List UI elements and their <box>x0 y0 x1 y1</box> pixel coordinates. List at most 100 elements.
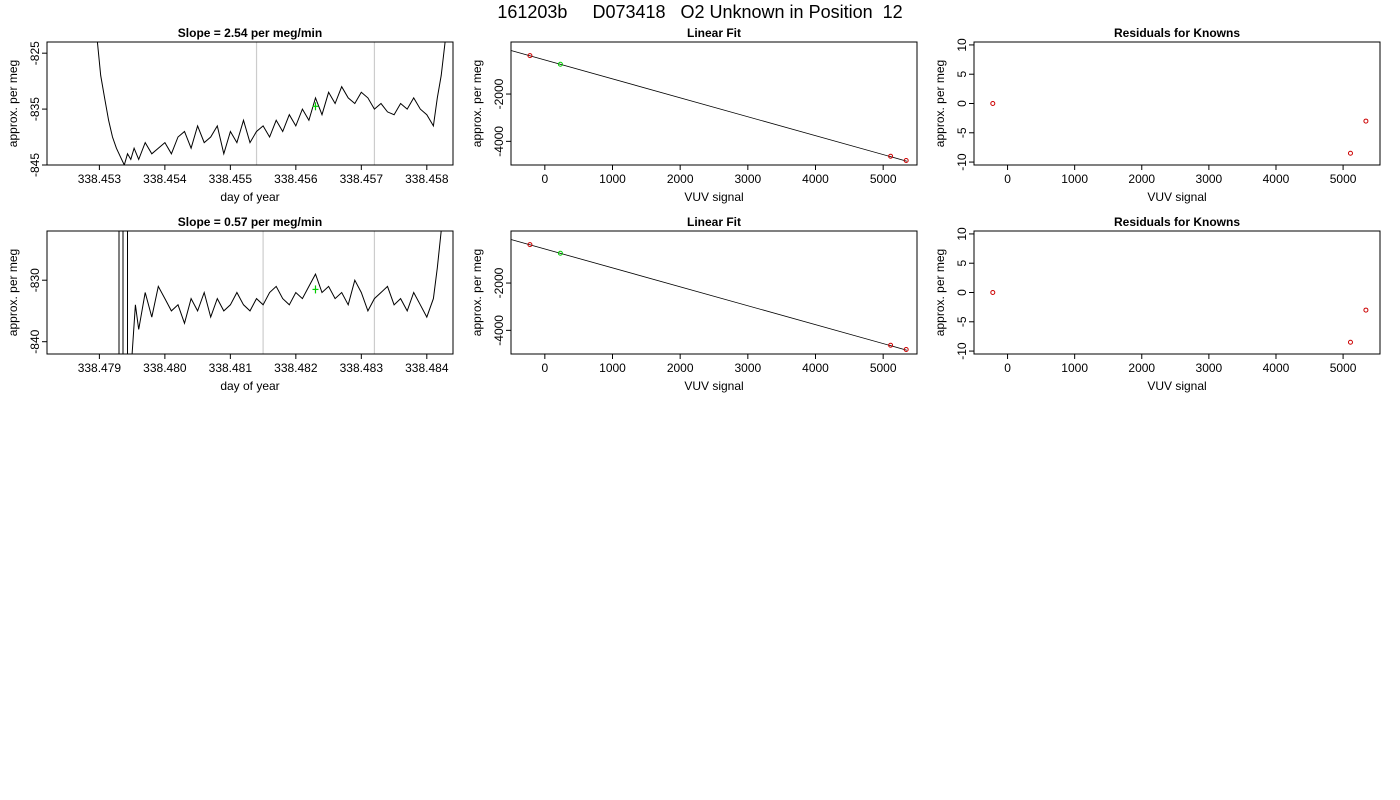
y-tick-label: -2000 <box>492 78 506 109</box>
known-point-4 <box>903 347 909 353</box>
residuals-panel-1: 0 1000 2000 3000 4000 5000 10 5 0 -5 -10 Residuals … <box>933 26 1381 204</box>
plot-frame <box>510 41 918 166</box>
panel-title: Slope = 0.57 per meg/min <box>178 215 322 229</box>
x-tick-label: 5000 <box>870 361 897 375</box>
x-axis-label: VUV signal <box>1147 190 1206 204</box>
x-tick-label: 2000 <box>667 361 694 375</box>
slope-panel-1: 338.453 338.454 338.455 338.456 338.457 338.4… <box>6 26 454 204</box>
x-tick-label: 338.481 <box>209 361 253 375</box>
x-tick-label: 338.457 <box>340 172 384 186</box>
y-axis-label: approx. per meg <box>470 249 484 336</box>
x-tick-label: 0 <box>541 361 548 375</box>
known-point-2 <box>1347 339 1353 345</box>
known-point-3 <box>888 342 894 348</box>
x-tick-label: 3000 <box>1196 172 1223 186</box>
x-tick-label: 0 <box>1004 172 1011 186</box>
known-point-2 <box>1347 150 1353 156</box>
x-tick-label: 1000 <box>599 172 626 186</box>
panel-title: Slope = 2.54 per meg/min <box>178 26 322 40</box>
x-tick-label: 338.479 <box>78 361 122 375</box>
panel-title: Linear Fit <box>687 215 741 229</box>
unknown-point-2 <box>557 250 563 256</box>
y-tick-label: -840 <box>28 329 42 353</box>
y-tick-label: 0 <box>955 100 969 107</box>
x-tick-label: 2000 <box>1128 172 1155 186</box>
y-axis-label: approx. per meg <box>6 249 20 336</box>
y-axis-label: approx. per meg <box>6 60 20 147</box>
fit-line <box>510 239 907 351</box>
unknown-marker <box>312 102 319 111</box>
y-tick-label: 5 <box>955 260 969 267</box>
x-axis-label: VUV signal <box>684 379 743 393</box>
y-tick-label: -10 <box>955 153 969 171</box>
x-tick-label: 5000 <box>870 172 897 186</box>
y-tick-label: -2000 <box>492 267 506 298</box>
known-point-4 <box>903 158 909 164</box>
known-point-1 <box>990 101 996 106</box>
x-tick-label: 1000 <box>1061 172 1088 186</box>
x-axis-label: VUV signal <box>1147 379 1206 393</box>
linear-fit-panel-1: 0 1000 2000 3000 4000 5000 -2000 -4000 Linear Fi… <box>470 26 918 204</box>
unknown-marker <box>312 285 319 294</box>
x-tick-label: 338.455 <box>209 172 253 186</box>
y-tick-label: -5 <box>955 127 969 138</box>
y-tick-label: -5 <box>955 316 969 327</box>
x-tick-label: 0 <box>541 172 548 186</box>
plot-frame <box>46 41 454 166</box>
fit-line <box>510 50 907 162</box>
page-title: 161203b D073418 O2 Unknown in Position 1… <box>497 2 903 22</box>
linear-fit-panel-2: 0 1000 2000 3000 4000 5000 -2000 -4000 Linear Fi… <box>470 215 918 393</box>
x-tick-label: 3000 <box>734 361 761 375</box>
x-tick-label: 4000 <box>802 361 829 375</box>
x-tick-label: 1000 <box>599 361 626 375</box>
x-tick-label: 2000 <box>1128 361 1155 375</box>
x-tick-label: 338.456 <box>274 172 318 186</box>
x-tick-label: 4000 <box>1263 172 1290 186</box>
y-tick-label: -830 <box>28 268 42 292</box>
y-tick-label: -845 <box>28 153 42 177</box>
x-axis-label: VUV signal <box>684 190 743 204</box>
x-tick-label: 3000 <box>734 172 761 186</box>
plot-frame <box>46 230 454 355</box>
x-tick-label: 338.458 <box>405 172 449 186</box>
y-tick-label: 5 <box>955 71 969 78</box>
y-tick-label: -825 <box>28 41 42 65</box>
x-tick-label: 4000 <box>802 172 829 186</box>
x-tick-label: 2000 <box>667 172 694 186</box>
y-axis-label: approx. per meg <box>933 60 947 147</box>
panel-title: Residuals for Knowns <box>1114 215 1240 229</box>
y-tick-label: 10 <box>955 38 969 52</box>
trace-line-1 <box>96 42 446 165</box>
trace-line-1 <box>118 231 442 354</box>
y-tick-label: 10 <box>955 227 969 241</box>
x-tick-label: 3000 <box>1196 361 1223 375</box>
y-axis-label: approx. per meg <box>470 60 484 147</box>
plot-frame <box>973 230 1381 355</box>
y-tick-label: 0 <box>955 289 969 296</box>
x-axis-label: day of year <box>220 379 279 393</box>
plot-frame <box>510 230 918 355</box>
x-tick-label: 1000 <box>1061 361 1088 375</box>
x-tick-label: 0 <box>1004 361 1011 375</box>
plot-frame <box>973 41 1381 166</box>
unknown-point-2 <box>557 61 563 67</box>
panel-title: Residuals for Knowns <box>1114 26 1240 40</box>
y-tick-label: -10 <box>955 342 969 360</box>
known-point-3 <box>1363 307 1369 313</box>
x-tick-label: 338.480 <box>143 361 187 375</box>
slope-panel-2: 338.479 338.480 338.481 338.482 338.483 338.4… <box>6 215 454 393</box>
known-point-3 <box>888 153 894 159</box>
x-tick-label: 5000 <box>1330 172 1357 186</box>
x-tick-label: 5000 <box>1330 361 1357 375</box>
known-point-1 <box>527 242 533 248</box>
y-tick-label: -835 <box>28 97 42 121</box>
x-tick-label: 338.454 <box>143 172 187 186</box>
known-point-3 <box>1363 118 1369 124</box>
known-point-1 <box>527 53 533 59</box>
y-axis-label: approx. per meg <box>933 249 947 336</box>
y-tick-label: -4000 <box>492 315 506 346</box>
x-axis-label: day of year <box>220 190 279 204</box>
x-tick-label: 338.483 <box>340 361 384 375</box>
x-tick-label: 338.484 <box>405 361 449 375</box>
